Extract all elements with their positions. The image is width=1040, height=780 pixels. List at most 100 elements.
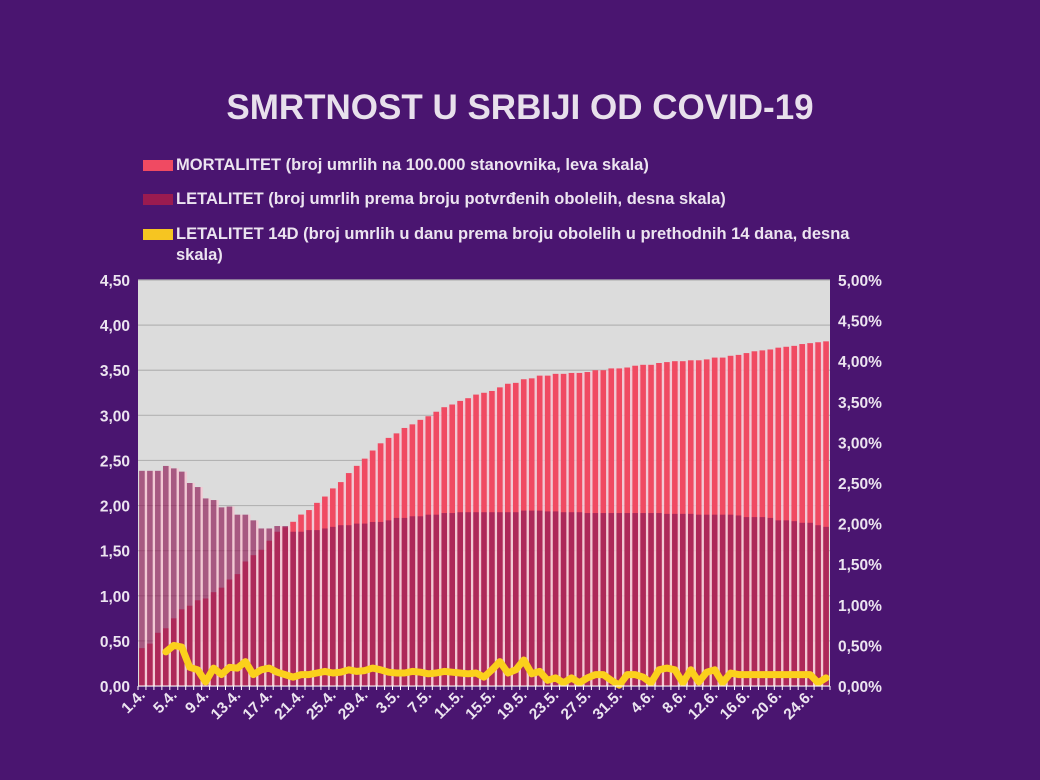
bar-letalitet bbox=[377, 521, 384, 686]
x-axis-tick-label: 20.6. bbox=[749, 687, 785, 723]
bar-mortalitet bbox=[815, 342, 821, 686]
bar-letalitet bbox=[433, 514, 440, 686]
bar-letalitet bbox=[465, 512, 471, 686]
left-axis-tick-label: 2,00 bbox=[100, 499, 130, 516]
bar-letalitet bbox=[711, 514, 718, 686]
bar-mortalitet bbox=[791, 345, 798, 686]
bar-letalitet bbox=[584, 513, 591, 686]
bar-letalitet bbox=[807, 522, 813, 686]
bar-letalitet bbox=[218, 507, 225, 686]
bar-letalitet bbox=[314, 530, 320, 686]
bar-letalitet bbox=[799, 522, 806, 686]
bar-letalitet bbox=[600, 513, 607, 686]
bar-letalitet bbox=[330, 526, 336, 686]
bar-letalitet bbox=[194, 487, 201, 686]
bar-letalitet bbox=[632, 513, 638, 686]
x-axis-tick-label: 16.6. bbox=[717, 687, 753, 723]
bar-letalitet bbox=[139, 470, 145, 686]
bar-letalitet bbox=[727, 514, 734, 686]
x-axis-tick-label: 7.5. bbox=[405, 687, 435, 717]
line-letalitet-14d bbox=[162, 641, 830, 689]
bar-letalitet bbox=[226, 506, 233, 686]
bar-letalitet bbox=[337, 525, 344, 686]
legend-item-letalitet-14d: LETALITET 14D (broj umrlih u danu prema … bbox=[143, 224, 863, 266]
legend-label: MORTALITET (broj umrlih na 100.000 stano… bbox=[176, 156, 649, 174]
left-axis-tick-label: 2,50 bbox=[100, 453, 130, 470]
bar-letalitet bbox=[544, 511, 551, 686]
bar-letalitet bbox=[504, 512, 511, 686]
bar-letalitet bbox=[282, 526, 289, 686]
bar-letalitet bbox=[751, 517, 758, 686]
right-axis-tick-label: 3,50% bbox=[838, 395, 882, 412]
x-axis-tick-label: 12.6. bbox=[685, 687, 721, 723]
x-axis-tick-label: 29.4. bbox=[335, 687, 371, 723]
left-axis-tick-label: 0,50 bbox=[100, 634, 130, 651]
legend-label: LETALITET 14D (broj umrlih u danu prema … bbox=[176, 225, 850, 264]
bar-letalitet bbox=[624, 513, 631, 686]
x-axis-tick-label: 25.4. bbox=[303, 687, 339, 723]
bar-letalitet bbox=[767, 517, 774, 686]
bar-letalitet bbox=[497, 512, 503, 686]
bar-letalitet bbox=[687, 513, 694, 686]
bar-letalitet bbox=[719, 514, 726, 686]
bar-letalitet bbox=[783, 520, 790, 686]
bar-letalitet bbox=[759, 517, 766, 686]
bar-letalitet bbox=[473, 512, 479, 686]
bar-letalitet bbox=[457, 512, 464, 686]
x-axis-tick-label: 23.5. bbox=[526, 687, 562, 723]
left-axis-tick-label: 4,50 bbox=[100, 273, 130, 290]
bar-letalitet bbox=[576, 512, 583, 686]
bar-mortalitet bbox=[799, 344, 806, 686]
bar-letalitet bbox=[672, 513, 678, 686]
x-axis-tick-label: 11.5. bbox=[431, 687, 467, 723]
bar-letalitet bbox=[815, 525, 821, 686]
bar-letalitet bbox=[648, 513, 654, 686]
bar-letalitet bbox=[608, 513, 615, 686]
left-axis-tick-label: 1,00 bbox=[100, 589, 130, 606]
bar-letalitet bbox=[568, 512, 575, 686]
bar-letalitet bbox=[536, 510, 543, 686]
bar-letalitet bbox=[170, 468, 177, 686]
bar-letalitet bbox=[322, 528, 328, 686]
legend-swatch-letalitet-14d bbox=[143, 229, 173, 240]
bar-letalitet bbox=[298, 531, 304, 686]
bar-mortalitet bbox=[767, 349, 774, 686]
x-axis-tick-label: 24.6. bbox=[781, 687, 817, 723]
bar-letalitet bbox=[361, 523, 368, 686]
bar-letalitet bbox=[592, 513, 599, 686]
bar-letalitet bbox=[616, 513, 623, 686]
bar-letalitet bbox=[512, 512, 519, 686]
bar-letalitet bbox=[735, 515, 742, 686]
bar-letalitet bbox=[552, 511, 559, 686]
right-axis-tick-label: 1,50% bbox=[838, 557, 882, 574]
x-axis-tick-label: 21.4. bbox=[271, 687, 307, 723]
right-axis-tick-label: 1,00% bbox=[838, 598, 882, 615]
x-axis-tick-label: 5.4. bbox=[150, 687, 180, 717]
bar-letalitet bbox=[791, 521, 798, 686]
chart-title: SMRTNOST U SRBIJI OD COVID-19 bbox=[226, 88, 814, 127]
x-axis-tick-label: 3.5. bbox=[373, 687, 403, 717]
legend-item-letalitet: LETALITET (broj umrlih prema broju potvr… bbox=[143, 189, 863, 210]
bar-letalitet bbox=[775, 520, 782, 686]
bar-letalitet bbox=[520, 510, 527, 686]
bar-letalitet bbox=[274, 526, 281, 686]
bar-letalitet bbox=[369, 521, 376, 686]
left-axis-tick-label: 3,00 bbox=[100, 408, 130, 425]
x-axis-tick-label: 13.4. bbox=[208, 687, 244, 723]
bar-letalitet bbox=[250, 520, 257, 686]
bar-letalitet bbox=[640, 513, 646, 686]
bar-mortalitet bbox=[775, 347, 782, 686]
bar-letalitet bbox=[186, 483, 193, 686]
bar-letalitet bbox=[345, 525, 352, 686]
bar-letalitet bbox=[679, 513, 686, 686]
left-axis-tick-label: 1,50 bbox=[100, 544, 130, 561]
bar-letalitet bbox=[560, 512, 567, 686]
bar-letalitet bbox=[489, 512, 495, 686]
bar-letalitet bbox=[417, 516, 424, 686]
right-axis-tick-label: 4,00% bbox=[838, 354, 882, 371]
bar-letalitet bbox=[528, 510, 535, 686]
bar-letalitet bbox=[449, 513, 456, 686]
bar-letalitet bbox=[401, 517, 408, 686]
bar-letalitet bbox=[353, 523, 360, 686]
